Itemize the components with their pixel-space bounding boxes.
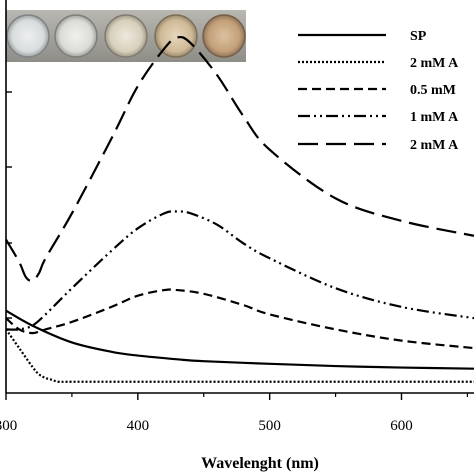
sample-wells-photo (6, 10, 246, 62)
legend: SP 2 mM A 0.5 mM 1 mM A 2 mM A (298, 29, 459, 153)
legend-label-1: SP (410, 29, 427, 44)
x-tick-label: 500 (258, 418, 281, 434)
series-line-5 (5, 35, 474, 282)
legend-label-3: 0.5 mM (410, 83, 456, 98)
series-line-3 (5, 288, 474, 350)
x-axis-ticks: 300 400 500 600 (0, 393, 469, 434)
x-tick-label: 300 (0, 418, 17, 434)
x-tick-label: 400 (127, 418, 150, 434)
y-axis-ticks (6, 91, 12, 319)
x-tick-label: 600 (390, 418, 413, 434)
series-line-4 (5, 210, 474, 331)
x-axis-label: Wavelenght (nm) (201, 455, 319, 472)
series-line-2 (5, 328, 474, 384)
legend-label-2: 2 mM A (410, 56, 459, 71)
series-lines (5, 35, 474, 384)
legend-label-5: 2 mM A (410, 138, 459, 153)
legend-label-4: 1 mM A (410, 110, 459, 125)
series-line-1 (5, 309, 474, 370)
